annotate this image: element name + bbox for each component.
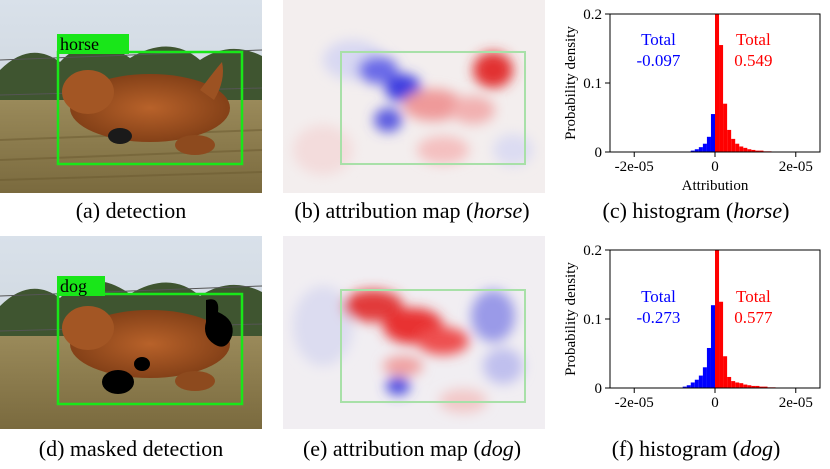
annotation-label: Total [736, 30, 771, 49]
x-tick-label: -2e-05 [615, 159, 654, 175]
caption-attribution-dog: (e) attribution map (dog) [302, 436, 522, 461]
histogram-bar [719, 301, 724, 388]
histogram-bar [731, 381, 736, 388]
histogram-bar [686, 385, 691, 388]
x-tick-label: 0 [711, 395, 719, 411]
histogram-bar [706, 136, 711, 152]
histogram-bar [759, 386, 764, 388]
histogram-bar [694, 149, 699, 152]
caption-masked-detection: (d) masked detection [38, 436, 224, 461]
y-tick-label: 0.1 [583, 312, 602, 328]
attribution-map-horse [283, 0, 545, 193]
histogram-bar [755, 150, 760, 152]
histogram-bar [751, 385, 756, 388]
histogram-bar [735, 143, 740, 152]
histogram-bar [690, 150, 695, 152]
histogram-bar [706, 347, 711, 388]
histogram-dog: 0 0.1 0.2 -2e-05 0 2e-05 Probability density To… [563, 243, 821, 411]
annotation-label: Total [641, 287, 676, 306]
caption-histogram-dog: (f) histogram (dog) [611, 436, 781, 461]
histogram-bar [763, 386, 768, 388]
caption-histogram-horse: (c) histogram (horse) [602, 198, 790, 223]
annotation-value: 0.577 [734, 308, 773, 327]
histogram-bar [710, 114, 715, 152]
histogram-bar [727, 129, 732, 152]
annotation-value: -0.097 [637, 51, 681, 70]
histogram-bar [719, 45, 724, 152]
y-tick-label: 0.1 [583, 76, 602, 92]
y-tick-label: 0 [595, 381, 603, 397]
histogram-bar [731, 138, 736, 152]
histogram-bar [743, 147, 748, 152]
masked-detection-label: dog [60, 276, 87, 296]
histogram-bar [702, 143, 707, 152]
annotation-label: Total [736, 287, 771, 306]
caption-detection: (a) detection [75, 198, 187, 223]
histogram-bar [690, 382, 695, 388]
x-tick-label: 0 [711, 159, 719, 175]
histogram-bar [723, 356, 728, 388]
histogram-bar [715, 250, 720, 388]
histogram-bar [735, 382, 740, 388]
masked-detection-image: dog [0, 236, 262, 429]
histogram-bar [682, 386, 687, 388]
histogram-bar [698, 147, 703, 152]
histogram-bar [739, 146, 744, 152]
histogram-bar [698, 375, 703, 388]
attribution-map-dog [283, 236, 545, 429]
histogram-bar [727, 376, 732, 388]
detection-label: horse [60, 34, 99, 54]
y-axis-label: Probability density [563, 26, 579, 140]
histogram-bar [751, 149, 756, 152]
y-tick-label: 0.2 [583, 243, 602, 259]
histogram-bar [743, 384, 748, 388]
histogram-bar [759, 150, 764, 152]
histogram-bar [747, 385, 752, 388]
y-axis-label: Probability density [563, 262, 579, 376]
detection-image: horse [0, 0, 262, 193]
x-tick-label: 2e-05 [779, 395, 813, 411]
annotation-value: -0.273 [637, 308, 681, 327]
x-tick-label: 2e-05 [779, 159, 813, 175]
annotation-value: 0.549 [734, 51, 772, 70]
histogram-bar [694, 379, 699, 388]
histogram-bar [702, 367, 707, 388]
histogram-bar [755, 385, 760, 388]
caption-attribution-horse: (b) attribution map (horse) [294, 198, 530, 223]
histogram-bar [710, 305, 715, 388]
x-axis-label: Attribution [682, 178, 749, 194]
histogram-horse: 0 0.1 0.2 -2e-05 0 2e-05 Probability density At… [563, 7, 821, 194]
y-tick-label: 0 [595, 145, 603, 161]
y-tick-label: 0.2 [583, 7, 602, 23]
histogram-bar [747, 149, 752, 152]
x-tick-label: -2e-05 [615, 395, 654, 411]
histogram-bar [715, 14, 720, 152]
annotation-label: Total [641, 30, 676, 49]
histogram-bar [739, 383, 744, 388]
histogram-bar [723, 103, 728, 152]
